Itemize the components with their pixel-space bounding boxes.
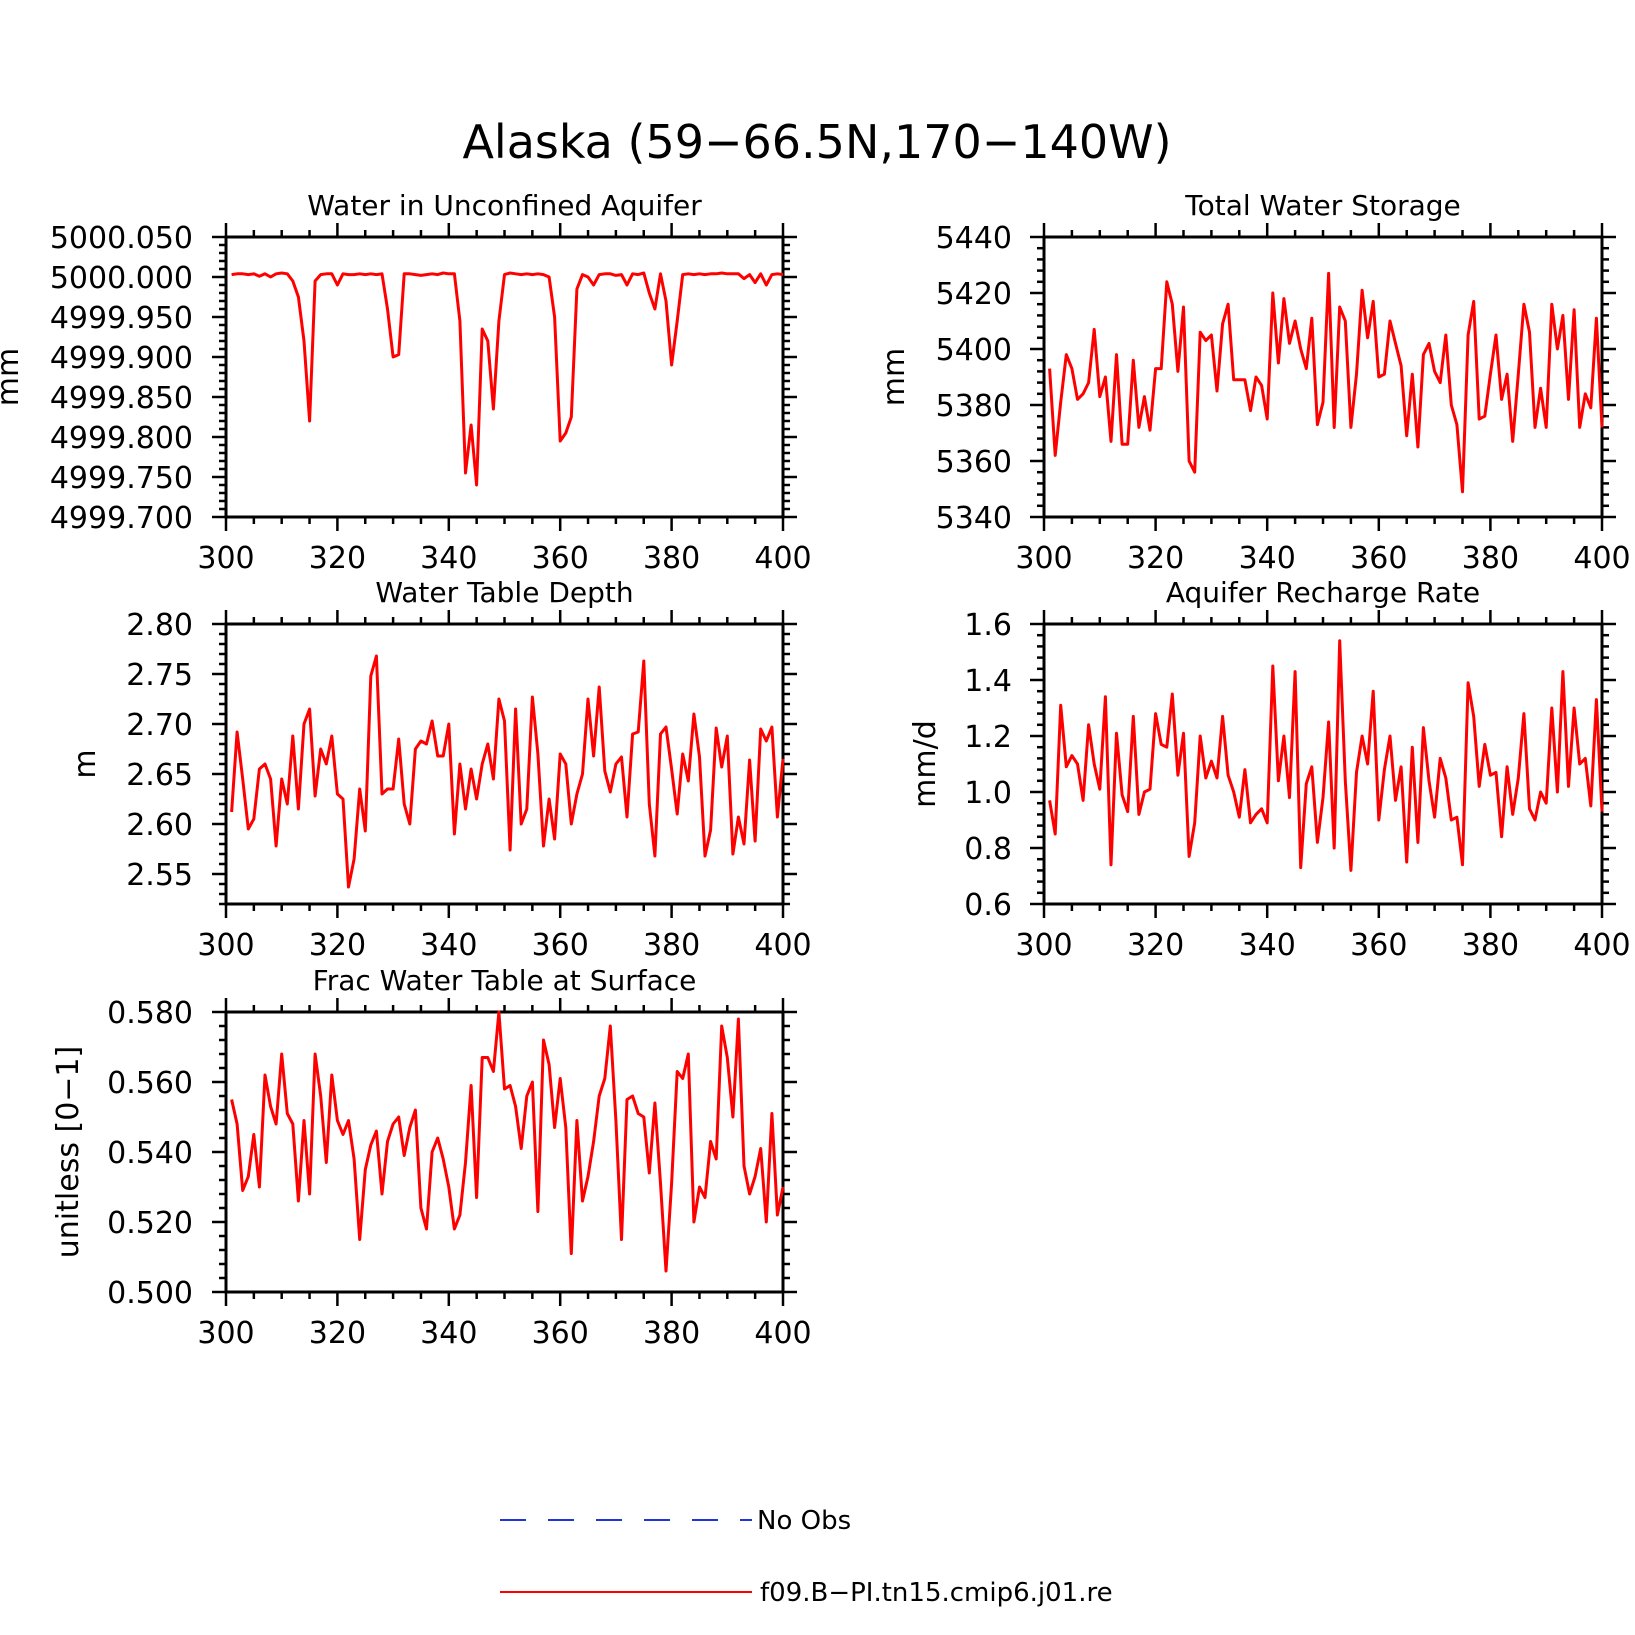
y-tick-label: 0.540 xyxy=(107,1136,193,1171)
y-tick-label: 5000.000 xyxy=(50,261,193,296)
y-tick-label: 4999.800 xyxy=(50,421,193,456)
panel-title: Frac Water Table at Surface xyxy=(313,964,697,997)
legend: No Obs f09.B−PI.tn15.cmip6.j01.re xyxy=(500,1506,1113,1608)
y-tick-label: 1.6 xyxy=(964,608,1012,643)
panel-title: Water Table Depth xyxy=(375,576,633,609)
x-tick-label: 300 xyxy=(1015,541,1072,576)
panel-frac-water-table-at-surface: 300 320 340 360 380 400 0.500 0.520 0.540 0.560 0.… xyxy=(51,964,812,1351)
y-tick-label: 5000.050 xyxy=(50,221,193,256)
y-tick-label: 4999.900 xyxy=(50,341,193,376)
x-tick-label: 340 xyxy=(1239,541,1296,576)
y-tick-label: 4999.750 xyxy=(50,461,193,496)
x-tick-label: 380 xyxy=(643,928,700,963)
y-tick-label: 2.80 xyxy=(126,608,193,643)
y-tick-label: 4999.700 xyxy=(50,501,193,536)
legend-label-no-obs: No Obs xyxy=(757,1506,851,1536)
panel-water-table-depth: 300 320 340 360 380 400 2.55 2.60 2.65 2.70 2.75 2.… xyxy=(68,576,812,963)
x-tick-label: 300 xyxy=(197,928,254,963)
y-tick-label: 0.560 xyxy=(107,1066,193,1101)
y-tick-label: 2.70 xyxy=(126,708,193,743)
series-line xyxy=(230,1010,785,1273)
x-tick-label: 400 xyxy=(754,928,811,963)
panel-aquifer-recharge-rate: 300 320 340 360 380 400 0.6 0.8 1.0 1.2 1.4 1.6 Aqui… xyxy=(908,576,1631,963)
y-tick-label: 2.60 xyxy=(126,808,193,843)
y-tick-label: 2.55 xyxy=(126,858,193,893)
plot-frame xyxy=(1042,235,1604,519)
y-tick-label: 1.2 xyxy=(964,720,1012,755)
x-tick-label: 380 xyxy=(643,541,700,576)
series-line xyxy=(1048,639,1604,872)
y-tick-label: 0.520 xyxy=(107,1206,193,1241)
plot-frame xyxy=(1042,622,1604,906)
x-tick-label: 340 xyxy=(1239,928,1296,963)
x-tick-label: 320 xyxy=(309,1316,366,1351)
x-tick-label: 360 xyxy=(532,541,589,576)
y-tick-label: 2.75 xyxy=(126,658,193,693)
x-tick-label: 320 xyxy=(309,928,366,963)
x-tick-label: 360 xyxy=(1350,541,1407,576)
plot-frame xyxy=(224,1010,785,1294)
y-tick-label: 1.0 xyxy=(964,776,1012,811)
y-axis-label: unitless [0−1] xyxy=(51,1046,86,1258)
y-tick-label: 0.6 xyxy=(964,888,1012,923)
y-axis-label: mm xyxy=(877,348,912,406)
x-tick-label: 380 xyxy=(1462,541,1519,576)
x-tick-label: 340 xyxy=(420,928,477,963)
y-tick-label: 5400 xyxy=(936,333,1012,368)
y-tick-label: 1.4 xyxy=(964,664,1012,699)
series-line xyxy=(231,271,784,487)
x-tick-label: 340 xyxy=(420,541,477,576)
x-tick-label: 400 xyxy=(1573,541,1630,576)
x-tick-label: 360 xyxy=(532,1316,589,1351)
y-tick-label: 5440 xyxy=(936,221,1012,256)
y-tick-label: 5380 xyxy=(936,389,1012,424)
panel-title: Total Water Storage xyxy=(1184,189,1461,222)
x-tick-label: 340 xyxy=(420,1316,477,1351)
x-tick-label: 400 xyxy=(1573,928,1630,963)
x-tick-label: 300 xyxy=(197,541,254,576)
y-tick-label: 0.500 xyxy=(107,1276,193,1311)
panel-title: Aquifer Recharge Rate xyxy=(1166,576,1480,609)
plot-frame xyxy=(224,235,785,519)
panel-title: Water in Unconfined Aquifer xyxy=(307,189,702,222)
y-tick-label: 4999.950 xyxy=(50,301,193,336)
y-tick-label: 2.65 xyxy=(126,758,193,793)
y-axis-label: mm/d xyxy=(908,720,943,808)
y-tick-label: 0.580 xyxy=(107,996,193,1031)
x-tick-label: 300 xyxy=(1015,928,1072,963)
panel-total-water-storage: 300 320 340 360 380 400 5340 5360 5380 5400 5420 54… xyxy=(877,189,1631,576)
panels: 300 320 340 360 380 400 4999.700 4999.750 4999.8… xyxy=(0,189,1631,1351)
y-tick-label: 5340 xyxy=(936,501,1012,536)
x-tick-label: 300 xyxy=(197,1316,254,1351)
x-tick-label: 400 xyxy=(754,541,811,576)
x-tick-label: 320 xyxy=(309,541,366,576)
y-axis-label: mm xyxy=(0,348,26,406)
y-tick-label: 0.8 xyxy=(964,832,1012,867)
x-tick-label: 380 xyxy=(643,1316,700,1351)
series-line xyxy=(1048,271,1604,494)
y-tick-label: 4999.850 xyxy=(50,381,193,416)
x-tick-label: 360 xyxy=(532,928,589,963)
x-tick-label: 360 xyxy=(1350,928,1407,963)
x-tick-label: 320 xyxy=(1127,928,1184,963)
x-tick-label: 400 xyxy=(754,1316,811,1351)
y-tick-label: 5420 xyxy=(936,277,1012,312)
figure-title: Alaska (59−66.5N,170−140W) xyxy=(462,115,1171,169)
panel-water-in-unconfined-aquifer: 300 320 340 360 380 400 4999.700 4999.750 4999.8… xyxy=(0,189,812,576)
y-axis-label: m xyxy=(68,749,103,778)
y-tick-label: 5360 xyxy=(936,445,1012,480)
legend-label-model: f09.B−PI.tn15.cmip6.j01.re xyxy=(760,1578,1113,1608)
series-line xyxy=(230,654,785,889)
x-tick-label: 380 xyxy=(1462,928,1519,963)
x-tick-label: 320 xyxy=(1127,541,1184,576)
